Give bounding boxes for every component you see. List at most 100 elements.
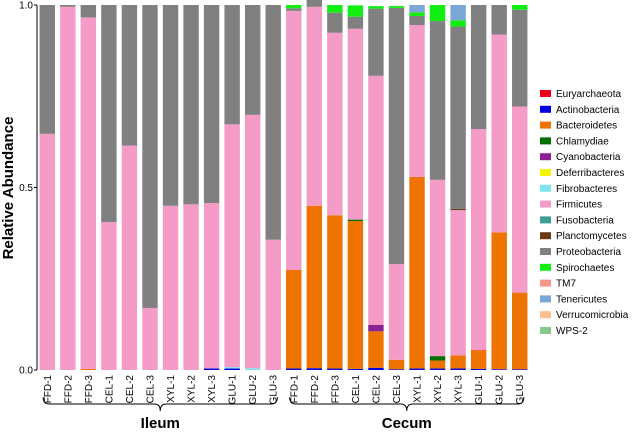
bar-segment-spirochaetes-17 <box>388 6 405 8</box>
y-tick-label: 0.5 <box>19 183 33 194</box>
legend-swatch <box>540 169 551 176</box>
x-tick-label: FFD-3 <box>84 375 95 404</box>
bar-segment-bacteroidetes-13 <box>306 205 323 369</box>
bar-segment-firmicutes-0 <box>39 133 55 370</box>
bar-segment-planctomycetes-20 <box>450 209 466 211</box>
x-tick-label: FFD-1 <box>289 375 300 404</box>
bar-segment-firmicutes-14 <box>327 32 343 216</box>
legend-swatch <box>540 200 551 208</box>
legend-swatch <box>540 295 551 303</box>
bar-segment-proteobacteria-14 <box>327 12 343 33</box>
bar-segment-proteobacteria-5 <box>142 5 158 308</box>
bar-segment-firmicutes-8 <box>203 203 220 369</box>
bar-segment-chlamydiae-19 <box>429 356 446 361</box>
x-tick-label: FFD-3 <box>330 375 341 404</box>
bar-segment-spirochaetes-23 <box>512 5 528 10</box>
bar-segment-proteobacteria-2 <box>80 5 97 18</box>
x-tick-label: GLU-3 <box>269 375 280 405</box>
group-brace <box>42 396 278 412</box>
bar-segment-actinobacteria-19 <box>429 368 446 370</box>
bar-segment-firmicutes-1 <box>60 6 76 370</box>
bar-segment-spirochaetes-16 <box>368 6 384 9</box>
legend: Euryarchaeota Actinobacteria Bacteroidetes… <box>540 89 629 337</box>
bar-segment-proteobacteria-16 <box>368 8 384 76</box>
bar-segment-chlamydiae-15 <box>347 219 364 222</box>
bar-segment-firmicutes-19 <box>429 179 446 357</box>
legend-label: Euryarchaeota <box>556 89 621 100</box>
bar-segment-firmicutes-6 <box>162 205 179 370</box>
x-tick-label: CEL-2 <box>371 375 382 404</box>
bar-segment-firmicutes-13 <box>306 6 323 206</box>
bar-segment-fibrobacteres-9 <box>224 367 240 369</box>
legend-swatch <box>540 121 551 129</box>
bar-segment-proteobacteria-4 <box>121 5 138 146</box>
bar-segment-firmicutes-21 <box>470 129 487 350</box>
bar-segment-spirochaetes-14 <box>327 5 343 13</box>
bar-segment-actinobacteria-16 <box>368 367 384 370</box>
bar-segment-proteobacteria-9 <box>224 5 240 125</box>
legend-label: Cyanobacteria <box>556 152 621 163</box>
x-tick-label: GLU-3 <box>515 375 526 405</box>
plot-area <box>39 0 528 370</box>
bar-segment-proteobacteria-20 <box>450 26 466 210</box>
legend-label: Actinobacteria <box>556 105 620 116</box>
x-tick-label: XYL-1 <box>413 375 424 403</box>
x-tick-label: CEL-3 <box>145 375 156 404</box>
bar-segment-bacteroidetes-20 <box>450 355 466 369</box>
bar-segment-firmicutes-9 <box>224 124 240 368</box>
bar-segment-proteobacteria-10 <box>244 5 261 115</box>
y-tick-label: 0.0 <box>19 366 33 377</box>
bar-segment-firmicutes-15 <box>347 28 364 220</box>
bar-segment-spirochaetes-15 <box>347 5 364 17</box>
legend-swatch <box>540 216 551 224</box>
bar-segment-actinobacteria-15 <box>347 368 364 370</box>
legend-label: Tenericutes <box>556 294 607 305</box>
legend-label: Chlamydiae <box>556 136 609 147</box>
x-tick-label: GLU-1 <box>228 375 239 405</box>
x-tick-label: XYL-3 <box>207 375 218 403</box>
group-label: Ileum <box>141 415 180 432</box>
bar-segment-proteobacteria-19 <box>429 21 446 180</box>
bar-segment-firmicutes-18 <box>409 25 425 177</box>
legend-label: WPS-2 <box>556 326 588 337</box>
bar-segment-actinobacteria-23 <box>512 369 528 370</box>
legend-swatch <box>540 137 551 145</box>
bar-segment-bacteroidetes-15 <box>347 221 364 369</box>
bar-segment-spirochaetes-18 <box>409 12 425 16</box>
bar-segment-spirochaetes-12 <box>286 5 302 9</box>
bar-segment-proteobacteria-7 <box>183 5 199 205</box>
bar-segment-proteobacteria-0 <box>39 5 55 134</box>
bar-segment-proteobacteria-18 <box>409 15 425 26</box>
legend-swatch <box>540 90 551 97</box>
x-tick-label: GLU-2 <box>248 375 259 405</box>
x-tick-label: GLU-2 <box>495 375 506 405</box>
bar-segment-bacteroidetes-23 <box>512 292 528 370</box>
bar-segment-actinobacteria-9 <box>224 368 240 370</box>
bar-segment-actinobacteria-18 <box>409 368 425 370</box>
legend-swatch <box>540 327 551 334</box>
bar-segment-proteobacteria-23 <box>512 9 528 107</box>
bar-segment-proteobacteria-6 <box>162 5 179 206</box>
legend-label: Spirochaetes <box>556 263 614 274</box>
bar-segment-proteobacteria-12 <box>286 8 302 11</box>
x-tick-label: GLU-1 <box>474 375 485 405</box>
bar-segment-bacteroidetes-14 <box>327 215 343 369</box>
bar-segment-firmicutes-2 <box>80 17 97 369</box>
bar-segment-spirochaetes-20 <box>450 20 466 27</box>
bar-segment-proteobacteria-15 <box>347 16 364 29</box>
legend-swatch <box>540 248 551 255</box>
group-labels: Ileum Cecum <box>42 396 525 432</box>
bar-segment-actinobacteria-13 <box>306 368 323 370</box>
bar-segment-proteobacteria-22 <box>491 5 507 35</box>
group-brace <box>289 396 525 412</box>
y-axis-title: Relative Abundance <box>0 117 17 260</box>
x-axis: FFD-1 FFD-2 FFD-3 CEL-1 CEL-2 CEL-3 XYL-1 XYL-2… <box>43 375 526 405</box>
legend-label: Planctomycetes <box>556 231 627 242</box>
x-tick-label: XYL-3 <box>454 375 465 403</box>
bar-segment-actinobacteria-12 <box>286 368 302 370</box>
bar-segment-firmicutes-10 <box>244 114 261 369</box>
bar-segment-bacteroidetes-17 <box>388 359 405 370</box>
legend-swatch <box>540 311 551 319</box>
bar-segment-actinobacteria-20 <box>450 368 466 370</box>
